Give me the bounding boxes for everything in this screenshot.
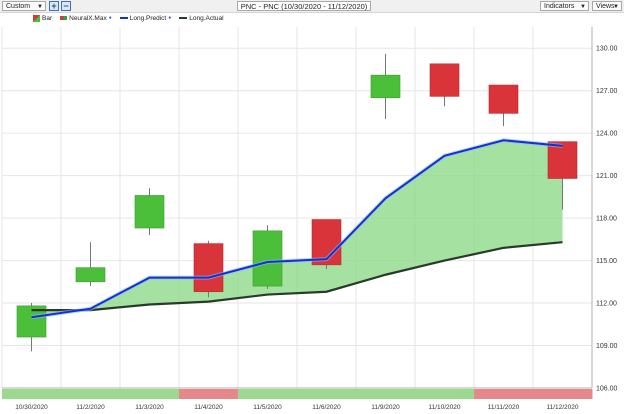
axes: 106.00 109.00 112.00 115.00 118.00 121.00 124.…	[2, 27, 618, 411]
y-tick-label: 106.00	[596, 386, 618, 393]
legend-label: Long.Actual	[189, 14, 224, 22]
prediction-area-fill	[31, 140, 563, 318]
toolbar: Custom ▼ + − PNC - PNC (10/30/2020 - 11/…	[0, 0, 624, 13]
legend-item-neuralx[interactable]: NeuralX.Max ●	[60, 15, 112, 22]
series-lines	[31, 138, 563, 320]
x-tick-label: 11/3/2020	[135, 404, 164, 411]
y-tick-label: 121.00	[596, 173, 618, 180]
chevron-down-icon: ▼	[613, 4, 619, 10]
x-tick-label: 11/5/2020	[253, 404, 282, 411]
layout-select[interactable]: Custom ▼	[2, 1, 46, 11]
candle-body	[252, 230, 283, 287]
legend-label: Long.Predict	[129, 14, 167, 22]
chevron-down-icon: ▼	[580, 4, 586, 10]
y-tick-label: 124.00	[596, 131, 618, 138]
neuralx-band-segment	[238, 389, 298, 399]
candle-body	[370, 74, 401, 99]
neuralx-band-segment	[474, 389, 534, 399]
layout-select-label: Custom	[6, 3, 31, 10]
x-tick-label: 11/11/2020	[488, 404, 520, 411]
chart-title: PNC - PNC (10/30/2020 - 11/12/2020)	[237, 1, 371, 11]
y-tick-label: 118.00	[596, 216, 617, 223]
x-tick-label: 11/4/2020	[194, 404, 223, 411]
candle-body	[134, 195, 165, 229]
y-tick-label: 109.00	[596, 343, 618, 350]
legend-label: Bar	[42, 14, 53, 22]
x-tick-label: 10/30/2020	[15, 404, 48, 411]
legend-item-bar[interactable]: Bar	[33, 14, 53, 22]
y-tick-label: 112.00	[596, 301, 617, 308]
candle-body	[488, 84, 519, 114]
neuralx-band-segment	[179, 389, 239, 399]
long-actual-line	[31, 241, 563, 312]
settings-dot-icon[interactable]: ●	[108, 15, 112, 21]
neuralx-band-segment	[415, 389, 475, 399]
line-swatch-icon	[119, 17, 128, 19]
x-tick-label: 11/2/2020	[76, 404, 105, 411]
neuralx-band	[2, 389, 593, 399]
y-tick-label: 127.00	[596, 88, 618, 95]
legend-item-long-predict[interactable]: Long.Predict ●	[119, 14, 172, 22]
line-swatch-icon	[179, 17, 188, 19]
chevron-down-icon: ▼	[37, 4, 43, 10]
legend-item-long-actual[interactable]: Long.Actual	[179, 14, 224, 22]
x-tick-label: 11/10/2020	[428, 404, 460, 411]
long-predict-line	[31, 139, 563, 319]
neuralx-band-segment	[356, 389, 416, 399]
x-tick-label: 11/12/2020	[546, 404, 578, 411]
y-tick-label: 130.00	[596, 46, 618, 53]
candle-body	[547, 141, 578, 179]
neuralx-band-segment	[61, 389, 121, 399]
settings-dot-icon[interactable]: ●	[168, 15, 172, 21]
views-dropdown[interactable]: Views ▼	[592, 1, 622, 11]
legend-label: NeuralX.Max	[69, 14, 107, 22]
x-tick-label: 11/6/2020	[312, 404, 341, 411]
x-tick-label: 11/9/2020	[371, 404, 400, 411]
bar-swatch-icon	[33, 14, 40, 22]
zoom-in-button[interactable]: +	[49, 1, 59, 11]
y-tick-label: 115.00	[596, 258, 617, 265]
prediction-fill-area	[31, 140, 563, 318]
neuralx-band-segment	[297, 389, 357, 399]
indicators-dropdown[interactable]: Indicators ▼	[540, 1, 589, 11]
neuralx-swatch-icon	[60, 16, 68, 20]
candle-body	[193, 243, 224, 293]
chart-legend: Bar NeuralX.Max ● Long.Predict ● Long.Ac…	[33, 13, 224, 23]
views-label: Views	[596, 3, 615, 10]
zoom-out-button[interactable]: −	[61, 1, 71, 11]
neuralx-band-segment	[2, 389, 62, 399]
neuralx-band-segment	[120, 389, 180, 399]
neuralx-band-segment	[533, 389, 593, 399]
candle-body	[75, 267, 106, 283]
indicators-label: Indicators	[544, 3, 575, 10]
candle-body	[429, 63, 460, 97]
